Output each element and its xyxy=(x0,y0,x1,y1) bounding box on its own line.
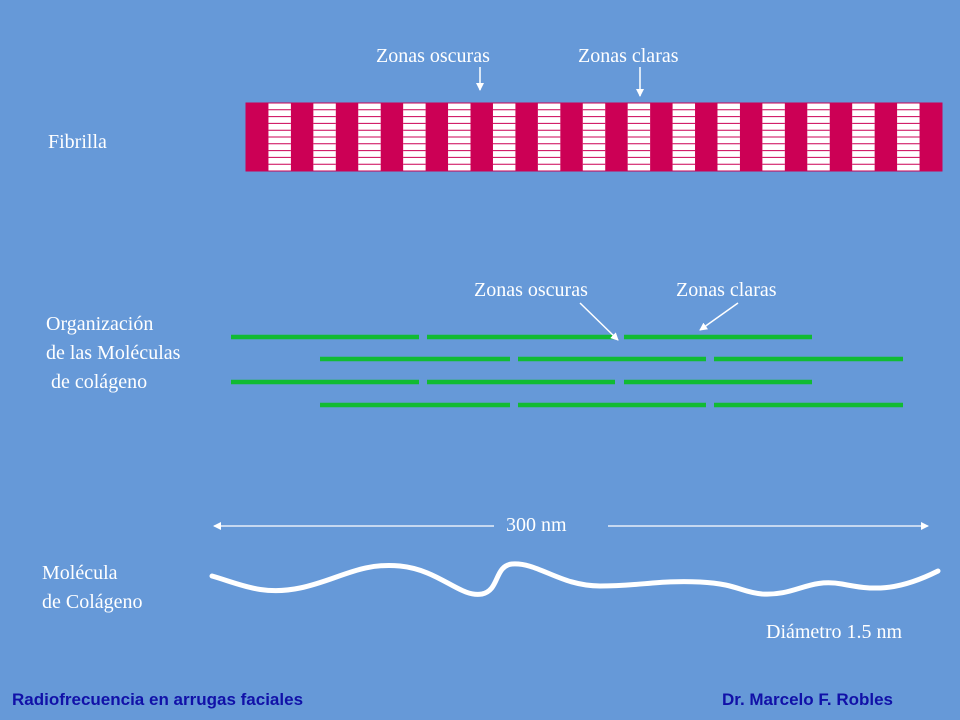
molecule-diameter-label: Diámetro 1.5 nm xyxy=(766,621,903,643)
fibril-dark-zone xyxy=(829,103,853,171)
fibril-dark-zone xyxy=(695,103,718,171)
fibril-dark-zone xyxy=(919,103,943,171)
fibril-border xyxy=(245,102,943,172)
organization-label-line2: de las Moléculas xyxy=(46,342,181,364)
fibril-dark-zone xyxy=(335,103,359,171)
fibril-dark-zone xyxy=(425,103,449,171)
molecule-length-label: 300 nm xyxy=(506,514,567,536)
fibril-dark-zone xyxy=(739,103,763,171)
fibril-dark-zone xyxy=(874,103,898,171)
fibril-dark-zone xyxy=(380,103,404,171)
footer-author: Dr. Marcelo F. Robles xyxy=(722,690,893,709)
organization-dark-zone-arrow xyxy=(579,302,619,341)
fibril-dark-zone xyxy=(560,103,584,171)
fibril-label: Fibrilla xyxy=(48,131,107,153)
fibril-dark-zone xyxy=(650,103,674,171)
fibril-dark-zone xyxy=(470,103,494,171)
organization-label-line3: de colágeno xyxy=(46,371,148,393)
fibril-dark-zone xyxy=(246,103,269,171)
collagen-molecule-wave xyxy=(209,561,941,597)
fibril-dark-zone xyxy=(784,103,808,171)
footer-title: Radiofrecuencia en arrugas faciales xyxy=(12,690,304,709)
organization-light-zone-label: Zonas claras xyxy=(676,279,777,301)
fibril-band xyxy=(245,102,943,172)
fibril-dark-zone xyxy=(290,103,314,171)
molecule-label-line1: Molécula xyxy=(42,562,118,584)
organization-dark-zone-label: Zonas oscuras xyxy=(474,279,588,301)
fibril-dark-zone xyxy=(515,103,539,171)
organization-light-zone-arrow xyxy=(699,302,739,331)
fibril-light-zone-label: Zonas claras xyxy=(578,45,679,67)
organization-label-line1: Organización xyxy=(46,313,154,335)
fibril-dark-zone-label: Zonas oscuras xyxy=(376,45,490,67)
molecule-arrangement xyxy=(231,334,903,408)
molecule-label-line2: de Colágeno xyxy=(42,591,143,613)
fibril-dark-zone xyxy=(605,103,629,171)
